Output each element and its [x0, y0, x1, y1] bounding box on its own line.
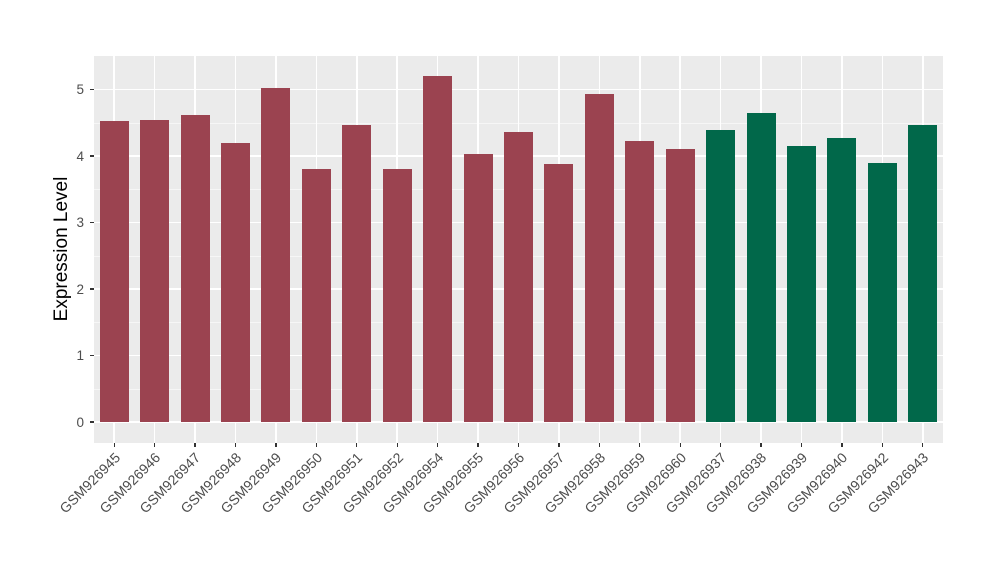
y-axis-tick-mark — [90, 155, 94, 157]
y-tick-label: 1 — [76, 348, 84, 363]
x-axis-tick-mark — [275, 443, 277, 447]
y-tick-label: 5 — [76, 82, 84, 97]
x-axis-tick-mark — [639, 443, 641, 447]
bar-GSM926952 — [382, 168, 412, 422]
bar-GSM926956 — [504, 132, 533, 422]
y-axis-tick-mark — [90, 288, 94, 290]
x-axis-tick-mark — [841, 443, 843, 447]
bar-GSM926939 — [787, 146, 816, 422]
x-axis-tick-mark — [517, 443, 520, 447]
y-axis-tick-mark — [90, 88, 94, 91]
y-tick-label: 3 — [76, 215, 84, 230]
bar-GSM926957 — [544, 163, 574, 422]
bar-GSM926937 — [706, 130, 736, 422]
bar-GSM926954 — [423, 75, 453, 422]
bar-GSM926949 — [261, 87, 291, 422]
bar-GSM926943 — [908, 125, 938, 422]
x-axis-tick-mark — [558, 443, 560, 447]
bar-GSM926958 — [584, 94, 614, 422]
bar-GSM926942 — [867, 162, 897, 422]
x-axis-tick-mark — [922, 443, 924, 447]
x-axis-tick-mark — [396, 443, 398, 447]
x-axis-tick-mark — [437, 443, 439, 447]
bar-GSM926960 — [665, 148, 695, 422]
x-axis-tick-mark — [113, 443, 115, 447]
x-axis-tick-mark — [234, 443, 237, 447]
bar-GSM926947 — [180, 114, 210, 422]
y-axis-tick-mark — [90, 221, 94, 224]
y-axis-tick-mark — [90, 354, 94, 357]
bar-GSM926948 — [221, 142, 250, 422]
bar-GSM926938 — [746, 113, 776, 422]
bar-GSM926955 — [463, 154, 493, 422]
y-tick-label: 2 — [76, 281, 84, 297]
y-tick-label: 4 — [76, 148, 84, 164]
y-axis-tick-mark — [90, 421, 94, 423]
x-axis-tick-mark — [154, 443, 156, 447]
x-axis-tick-mark — [356, 443, 358, 447]
bar-GSM926940 — [827, 138, 857, 422]
bar-GSM926951 — [342, 124, 372, 422]
x-axis-tick-mark — [679, 443, 681, 447]
x-axis-tick-mark — [760, 443, 762, 447]
x-axis-tick-mark — [720, 443, 722, 447]
bar-GSM926946 — [140, 120, 170, 422]
x-axis-tick-mark — [194, 443, 196, 447]
y-axis-title: Expression Level — [51, 176, 72, 322]
x-axis-tick-mark — [315, 443, 317, 447]
x-axis-tick-mark — [598, 443, 600, 447]
x-axis-tick-mark — [477, 443, 479, 447]
bar-GSM926945 — [99, 121, 129, 422]
y-tick-label: 0 — [76, 414, 84, 430]
x-axis-tick-mark — [800, 443, 803, 447]
x-axis-tick-mark — [881, 443, 883, 447]
bar-GSM926950 — [301, 169, 331, 422]
plot-panel — [94, 56, 943, 443]
bar-GSM926959 — [625, 141, 655, 422]
